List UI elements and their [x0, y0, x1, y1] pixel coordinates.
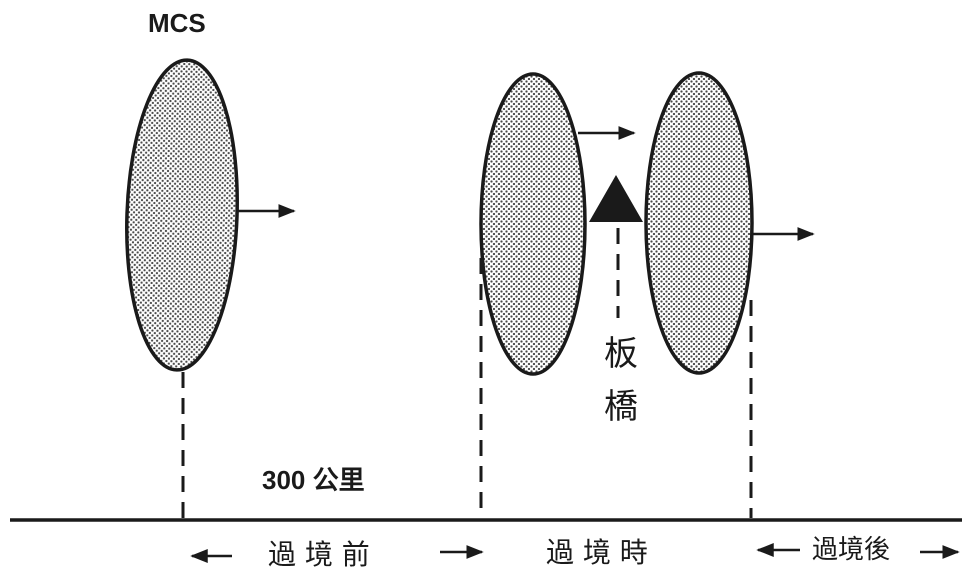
- mcs-cloud-during-east: [644, 71, 754, 375]
- mcs-cloud-during-west: [479, 72, 587, 376]
- station-label-bottom: 橋: [604, 387, 638, 427]
- phase-label-during: 過 境 時: [546, 536, 648, 569]
- mcs-cloud-before: [125, 58, 239, 372]
- station-label-top: 板: [604, 334, 638, 374]
- phase-label-after: 過境後: [812, 535, 890, 565]
- diagram-title: MCS: [148, 8, 206, 38]
- triangle-marker-icon: [589, 175, 643, 222]
- phase-label-before: 過 境 前: [268, 538, 370, 570]
- distance-label: 300 公里: [262, 465, 365, 495]
